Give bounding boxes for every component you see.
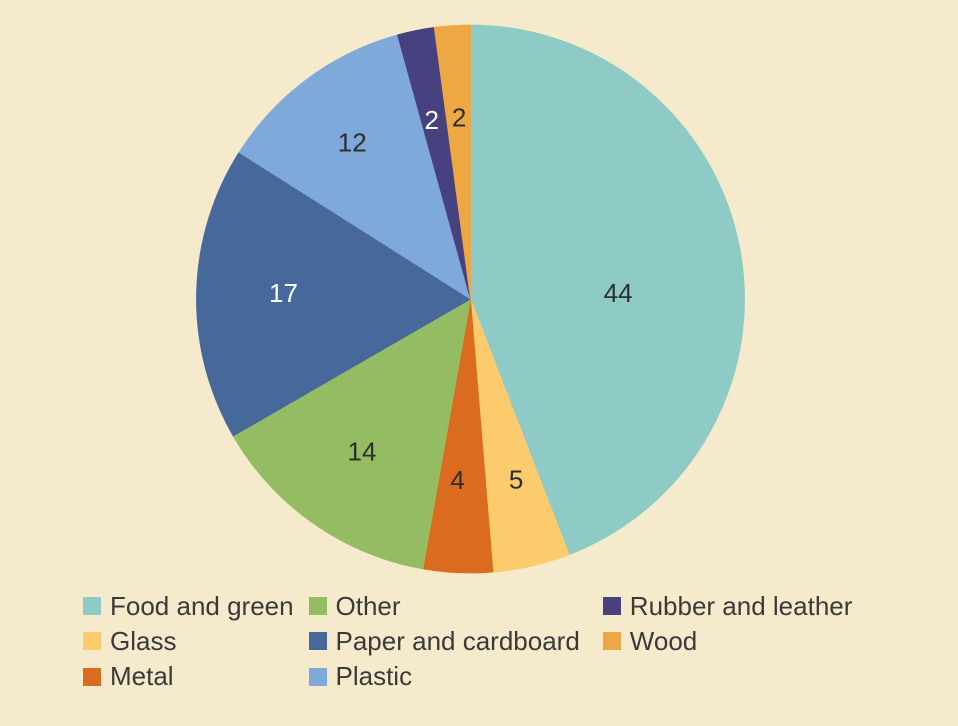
svg-text:5: 5 [509,465,523,495]
svg-text:44: 44 [604,278,633,308]
svg-text:4: 4 [450,465,464,495]
svg-text:17: 17 [269,278,298,308]
svg-text:2: 2 [452,103,466,133]
svg-text:12: 12 [338,128,367,158]
svg-text:2: 2 [424,105,438,135]
svg-text:14: 14 [348,437,377,467]
